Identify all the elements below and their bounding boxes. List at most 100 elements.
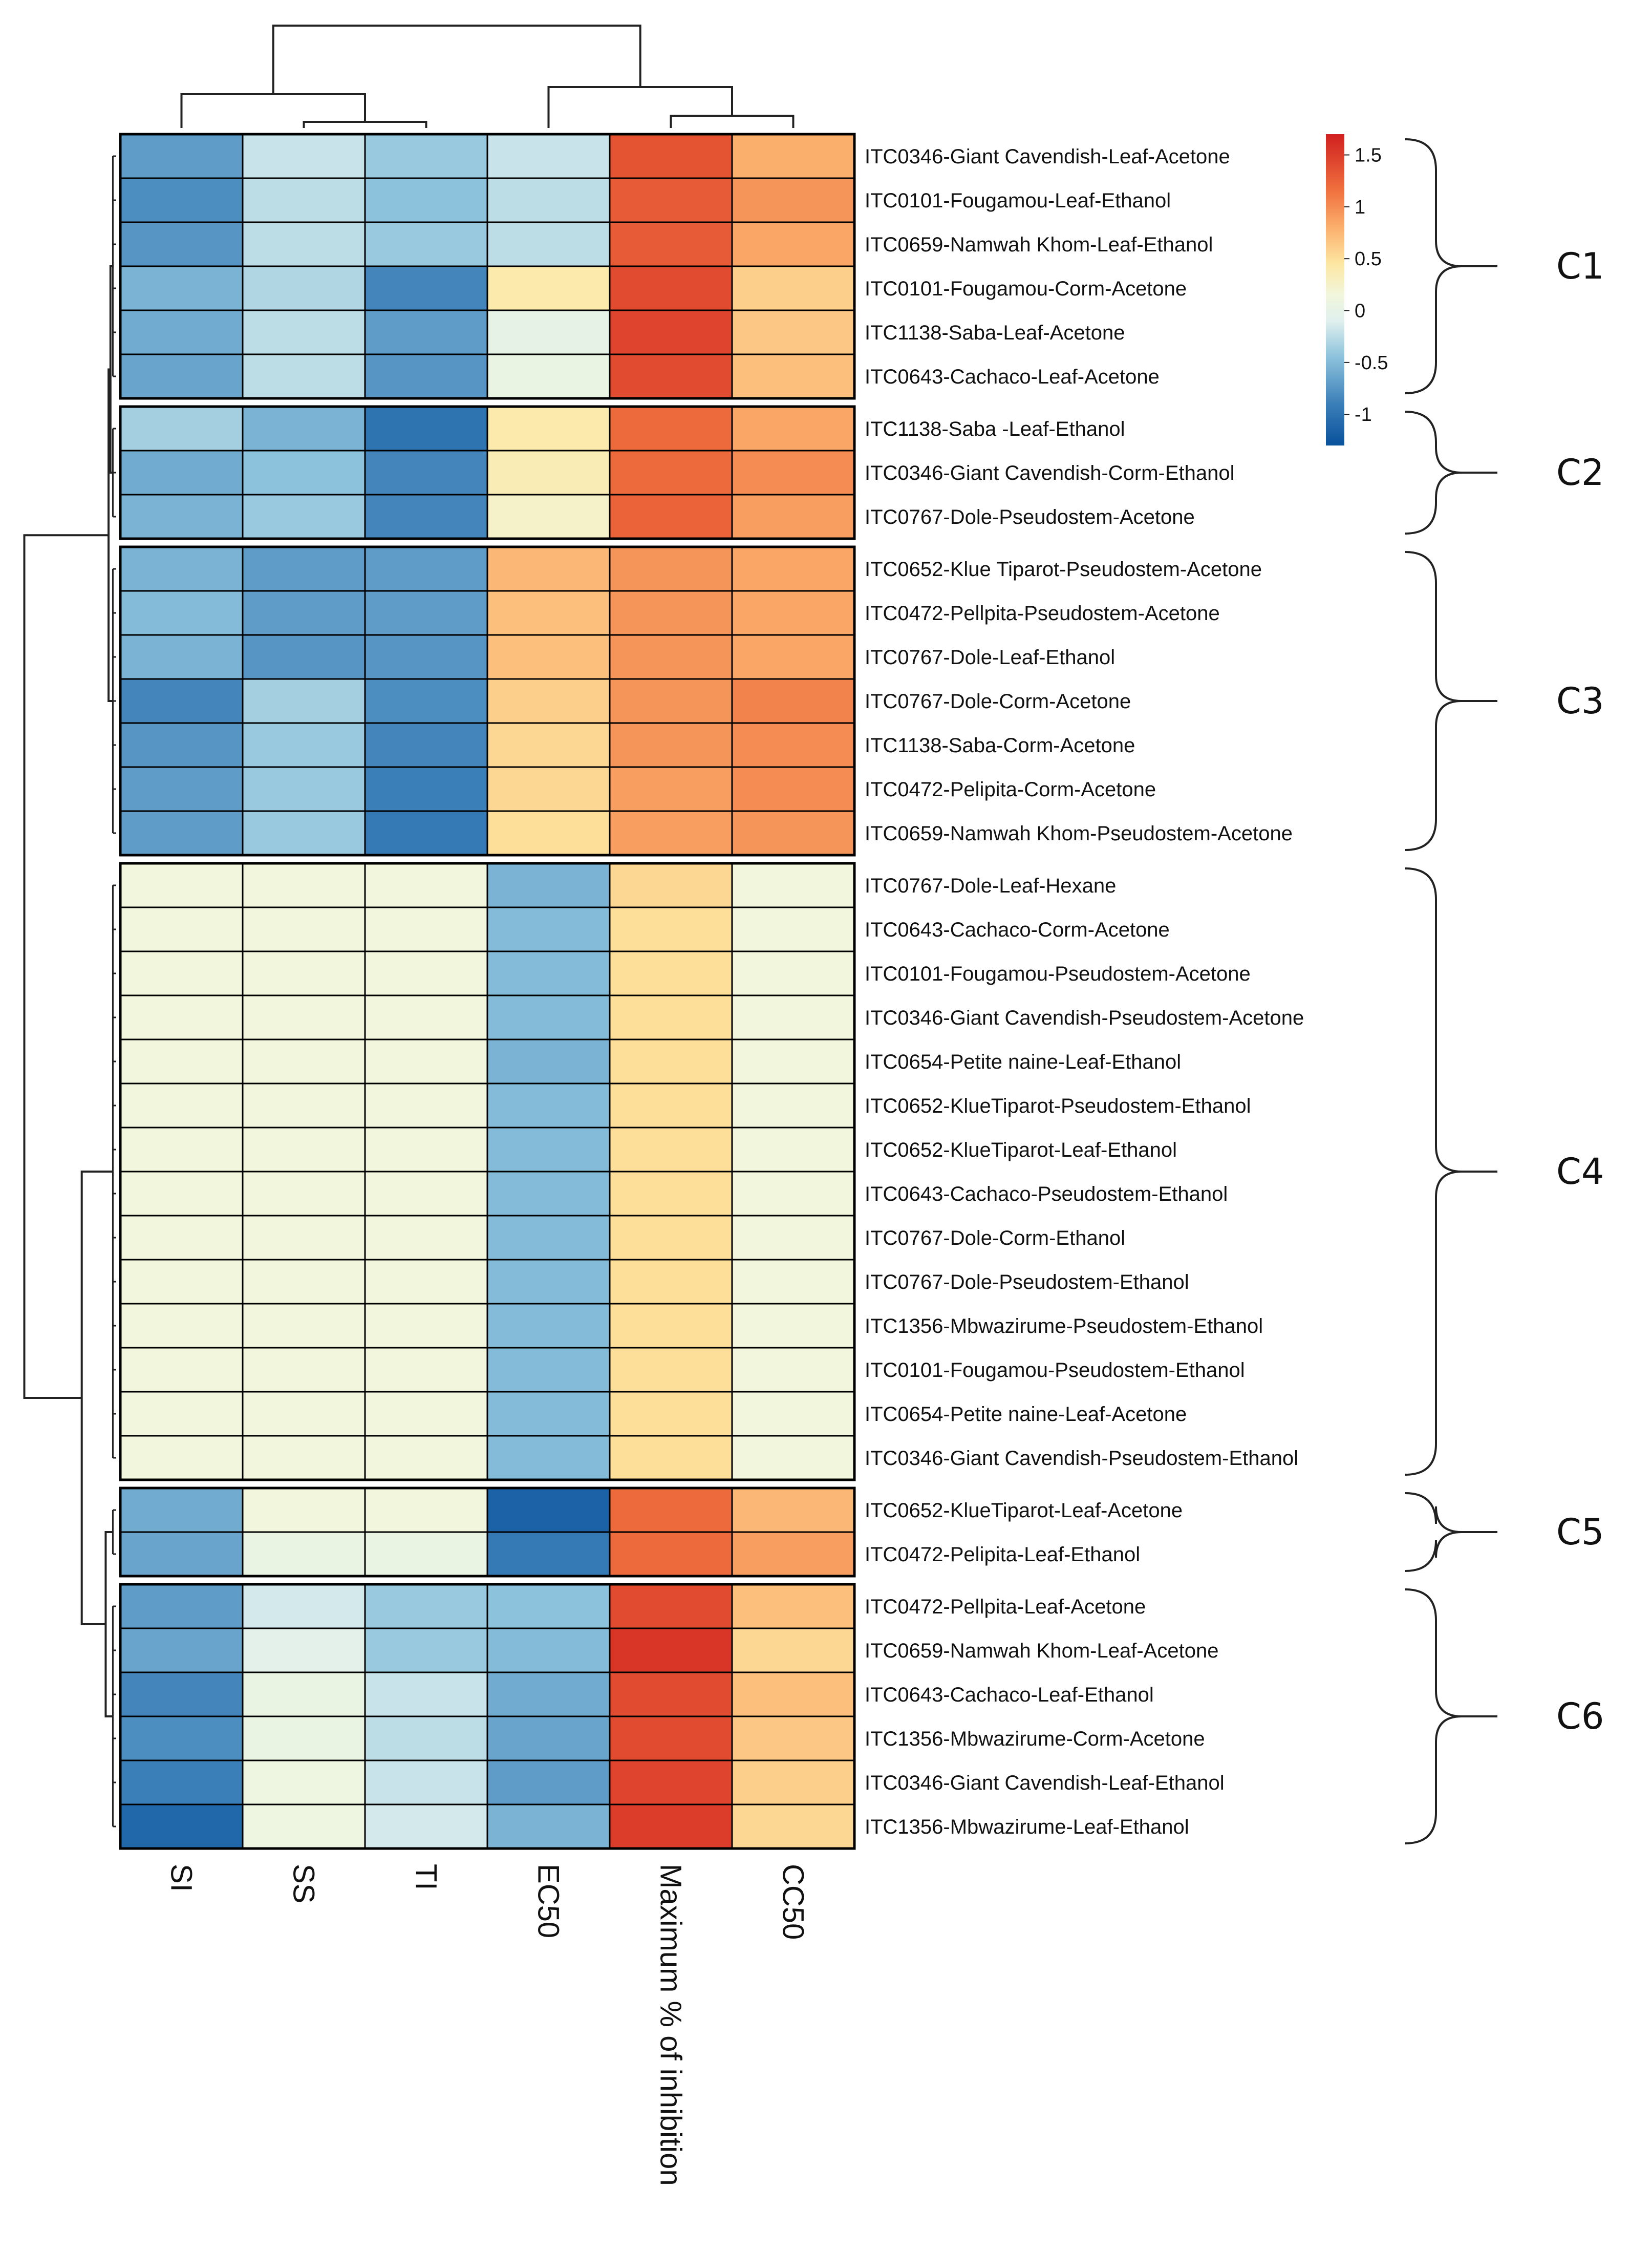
heatmap-cell xyxy=(364,309,488,355)
heatmap-cell xyxy=(609,1082,733,1129)
heatmap-cell xyxy=(364,1627,488,1673)
heatmap-cell xyxy=(486,406,611,452)
heatmap-cell xyxy=(119,1082,244,1129)
heatmap-cell xyxy=(731,1038,855,1085)
heatmap-cell xyxy=(731,177,855,223)
heatmap-cell xyxy=(242,1671,366,1717)
heatmap-cell xyxy=(242,950,366,996)
heatmap-cell xyxy=(609,1038,733,1085)
cluster-label: C3 xyxy=(1556,680,1604,722)
heatmap-cell xyxy=(731,906,855,952)
heatmap-cell xyxy=(486,1303,611,1349)
heatmap-cell xyxy=(119,265,244,311)
heatmap-cell xyxy=(242,1715,366,1761)
heatmap-cell xyxy=(609,1215,733,1261)
heatmap-cell xyxy=(731,862,855,908)
heatmap-cell xyxy=(242,450,366,496)
cluster-block-outline xyxy=(119,545,856,857)
heatmap-cell xyxy=(119,1715,244,1761)
heatmap-cell xyxy=(119,1171,244,1217)
heatmap-cell xyxy=(731,1303,855,1349)
row-labels: ITC0346-Giant Cavendish-Leaf-Acetone ITC0… xyxy=(865,145,1304,1838)
heatmap-cell xyxy=(486,1391,611,1437)
cluster-bracket xyxy=(1405,1492,1462,1572)
row-label: ITC0643-Cachaco-Corm-Acetone xyxy=(865,919,1170,941)
heatmap-cell xyxy=(242,1259,366,1305)
heatmap-cell xyxy=(242,406,366,452)
cluster-block-outline xyxy=(119,405,856,540)
heatmap-cell xyxy=(242,1627,366,1673)
cluster-bracket xyxy=(1405,1588,1462,1844)
row-label: ITC0767-Dole-Corm-Ethanol xyxy=(865,1227,1125,1249)
heatmap-cell xyxy=(609,1487,733,1533)
heatmap-cell xyxy=(364,810,488,856)
row-label: ITC0654-Petite naine-Leaf-Acetone xyxy=(865,1403,1187,1426)
heatmap-cell xyxy=(731,1803,855,1850)
heatmap-cell xyxy=(364,862,488,908)
heatmap-cell xyxy=(731,1259,855,1305)
cluster-block-outline xyxy=(119,862,856,1481)
heatmap-cell xyxy=(486,1487,611,1533)
column-label: CC50 xyxy=(777,1864,810,1940)
heatmap-cell xyxy=(242,678,366,724)
heatmap-cell xyxy=(609,1127,733,1173)
heatmap-cell xyxy=(119,177,244,223)
dendrogram-branch xyxy=(23,534,109,1399)
heatmap-cell xyxy=(609,309,733,355)
heatmap-cell xyxy=(731,309,855,355)
row-label: ITC1138-Saba-Leaf-Acetone xyxy=(865,322,1125,344)
row-label: ITC0101-Fougamou-Pseudostem-Ethanol xyxy=(865,1359,1245,1382)
heatmap-cell xyxy=(242,133,366,179)
heatmap-cell xyxy=(731,1082,855,1129)
cluster-block-outline xyxy=(119,133,856,400)
row-label: ITC0643-Cachaco-Leaf-Acetone xyxy=(865,366,1160,388)
heatmap-cell xyxy=(364,1215,488,1261)
legend-colorbar xyxy=(1326,134,1344,445)
heatmap-cell xyxy=(609,810,733,856)
row-label: ITC0652-KlueTiparot-Leaf-Ethanol xyxy=(865,1139,1177,1161)
heatmap-cell xyxy=(364,1347,488,1393)
heatmap-cell xyxy=(242,1531,366,1577)
heatmap-cell xyxy=(364,133,488,179)
heatmap-cell xyxy=(119,221,244,267)
heatmap-cell xyxy=(609,1259,733,1305)
column-label: Maximum % of inhibition xyxy=(654,1864,688,2186)
row-label: ITC0767-Dole-Leaf-Ethanol xyxy=(865,646,1115,669)
heatmap-cell xyxy=(242,265,366,311)
heatmap-cell xyxy=(242,1487,366,1533)
heatmap-cell xyxy=(609,1435,733,1481)
heatmap-cell xyxy=(731,1531,855,1577)
heatmap-cell xyxy=(364,1038,488,1085)
heatmap-cell xyxy=(609,450,733,496)
row-label: ITC0346-Giant Cavendish-Pseudostem-Ethan… xyxy=(865,1447,1298,1470)
heatmap-cell xyxy=(364,221,488,267)
heatmap-cell xyxy=(119,309,244,355)
heatmap-cell xyxy=(731,265,855,311)
heatmap-cell xyxy=(119,1215,244,1261)
heatmap-cell xyxy=(486,133,611,179)
column-label: TI xyxy=(410,1864,443,1890)
heatmap-cell xyxy=(731,494,855,540)
heatmap-cell xyxy=(242,1759,366,1805)
heatmap-cell xyxy=(731,1759,855,1805)
heatmap-cell xyxy=(119,546,244,592)
heatmap-cell xyxy=(486,309,611,355)
heatmap-cell xyxy=(486,1435,611,1481)
heatmap-cell xyxy=(119,678,244,724)
row-label: ITC1356-Mbwazirume-Corm-Acetone xyxy=(865,1728,1205,1750)
cluster-bracket xyxy=(1405,551,1462,851)
cluster-bracket xyxy=(1405,138,1462,394)
legend-tick-label: -1 xyxy=(1355,404,1372,426)
heatmap-cell xyxy=(731,950,855,996)
heatmap-cell xyxy=(486,1215,611,1261)
heatmap-cell xyxy=(119,722,244,768)
cluster-label: C5 xyxy=(1556,1511,1604,1553)
heatmap-cell xyxy=(119,1127,244,1173)
heatmap-cell xyxy=(486,810,611,856)
heatmap-cells xyxy=(119,133,856,1850)
heatmap-cell xyxy=(731,1583,855,1629)
column-labels: SI SS TI EC50 Maximum % of inhibition CC50 xyxy=(165,1864,810,2186)
heatmap-cell xyxy=(609,766,733,812)
heatmap-cell xyxy=(731,1171,855,1217)
